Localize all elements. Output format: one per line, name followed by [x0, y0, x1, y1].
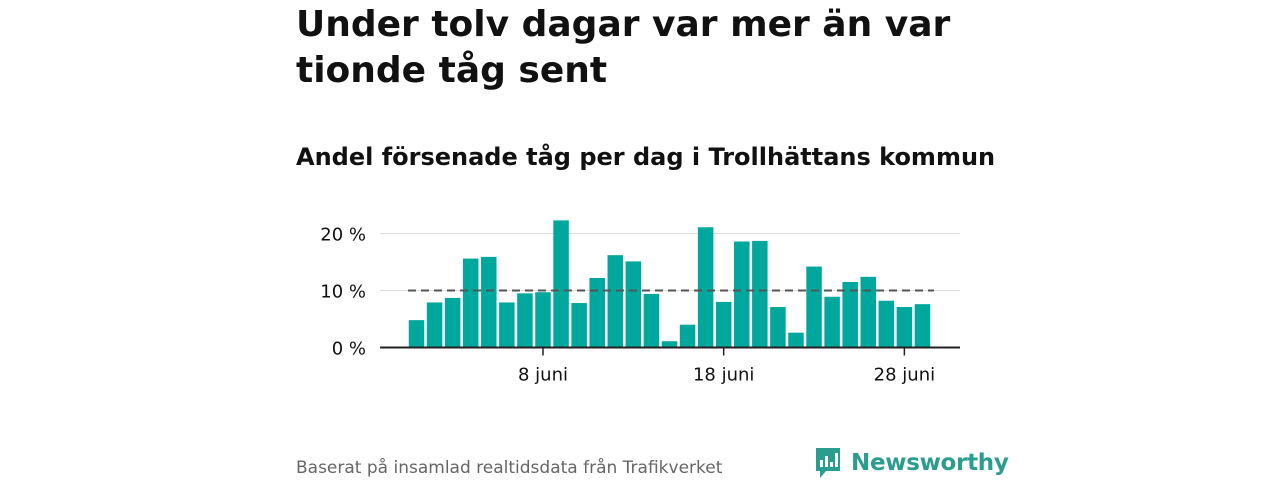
- bar: [697, 227, 714, 348]
- bar: [462, 258, 479, 348]
- newsworthy-logo: Newsworthy: [814, 446, 1009, 480]
- bar: [860, 276, 876, 348]
- x-tick-label: 18 juni: [693, 365, 754, 386]
- bar: [553, 220, 569, 348]
- y-tick-label: 0 %: [332, 339, 366, 360]
- newsworthy-logo-icon: [816, 448, 840, 478]
- bar: [607, 255, 624, 348]
- bar: [661, 341, 678, 348]
- y-tick-label: 20 %: [320, 225, 366, 246]
- bar-chart: 0 % 10 % 20 % 8 juni 18 juni 28 juni: [320, 220, 960, 386]
- brand-name: Newsworthy: [851, 450, 1009, 476]
- bar: [535, 292, 551, 348]
- bar: [878, 300, 895, 348]
- bar: [408, 320, 425, 348]
- chart-subtitle: Andel försenade tåg per dag i Trollhätta…: [296, 143, 996, 171]
- bar: [571, 303, 587, 348]
- chart-title: Under tolv dagar var mer än var tionde t…: [296, 4, 951, 91]
- bar: [806, 266, 822, 348]
- bar: [517, 293, 533, 348]
- bar: [625, 261, 642, 348]
- bar: [679, 324, 696, 348]
- bar: [752, 240, 768, 348]
- x-tick-label: 28 juni: [874, 365, 935, 386]
- axes: 0 % 10 % 20 % 8 juni 18 juni 28 juni: [320, 225, 960, 386]
- x-tick-label: 8 juni: [518, 365, 568, 386]
- bar: [896, 307, 913, 348]
- bar: [426, 302, 443, 348]
- bar: [589, 277, 605, 348]
- bar: [481, 256, 497, 348]
- bar: [444, 297, 461, 348]
- bar: [770, 307, 786, 348]
- bar: [824, 296, 840, 348]
- bar: [842, 281, 858, 348]
- bar: [734, 241, 750, 348]
- bar: [499, 302, 515, 348]
- bars: [408, 220, 931, 348]
- bar: [715, 301, 732, 348]
- y-tick-label: 10 %: [320, 282, 366, 303]
- bar: [788, 332, 804, 348]
- bar: [914, 304, 931, 348]
- source-note: Baserat på insamlad realtidsdata från Tr…: [296, 458, 723, 478]
- bar: [643, 293, 660, 348]
